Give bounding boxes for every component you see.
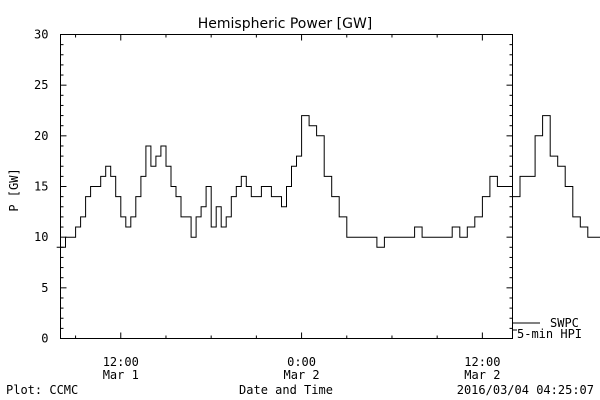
legend-hpi-label: 5-min HPI xyxy=(517,327,582,341)
y-tick-label: 5 xyxy=(41,281,48,295)
y-tick-label: 20 xyxy=(34,129,48,143)
footer-right: 2016/03/04 04:25:07 xyxy=(457,383,594,397)
chart-title: Hemispheric Power [GW] xyxy=(198,16,373,32)
x-tick-time-label: 12:00 xyxy=(103,355,139,369)
y-tick-label: 15 xyxy=(34,180,48,194)
y-axis-ticks: 0 5 10 15 20 25 30 xyxy=(34,28,513,346)
legend-swpc-label: SWPC xyxy=(550,316,579,330)
series-line-swpc xyxy=(56,115,600,248)
y-tick-label: 0 xyxy=(41,332,48,346)
y-axis-label: P [GW] xyxy=(7,168,21,211)
x-tick-date-label: Mar 2 xyxy=(464,368,500,382)
legend: SWPC 5-min HPI xyxy=(513,316,582,341)
x-tick-time-label: 12:00 xyxy=(464,355,500,369)
y-tick-label: 10 xyxy=(34,230,48,244)
x-tick-date-label: Mar 1 xyxy=(103,368,139,382)
x-axis-label: Date and Time xyxy=(239,383,333,397)
y-tick-label: 30 xyxy=(34,28,48,42)
series-group xyxy=(56,115,600,248)
x-tick-date-label: Mar 2 xyxy=(284,368,320,382)
footer-left: Plot: CCMC xyxy=(6,383,78,397)
x-tick-time-label: 0:00 xyxy=(287,355,316,369)
y-tick-label: 25 xyxy=(34,78,48,92)
